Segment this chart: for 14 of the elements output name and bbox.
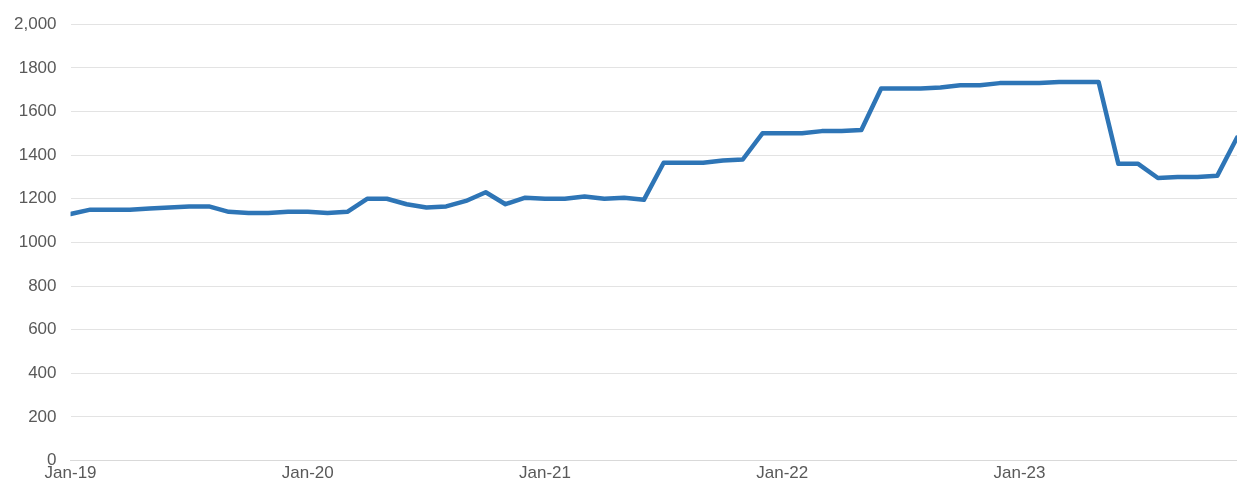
- y-tick-label: 1200: [18, 188, 57, 208]
- y-tick-label: 600: [28, 319, 57, 339]
- y-tick-label: 1600: [18, 101, 57, 121]
- y-tick-label: 1800: [18, 57, 57, 77]
- y-tick-label: 400: [28, 363, 57, 383]
- y-tick-label: 1000: [18, 232, 57, 252]
- x-tick-label: Jan-23: [993, 463, 1046, 483]
- x-tick-label: Jan-22: [756, 463, 809, 483]
- x-tick-label: Jan-20: [281, 463, 334, 483]
- y-tick-label: 800: [28, 275, 57, 295]
- y-tick-label: 200: [28, 406, 57, 426]
- y-tick-label: 2,000: [13, 13, 57, 33]
- x-tick-label: Jan-21: [519, 463, 572, 483]
- y-tick-label: 1400: [18, 144, 57, 164]
